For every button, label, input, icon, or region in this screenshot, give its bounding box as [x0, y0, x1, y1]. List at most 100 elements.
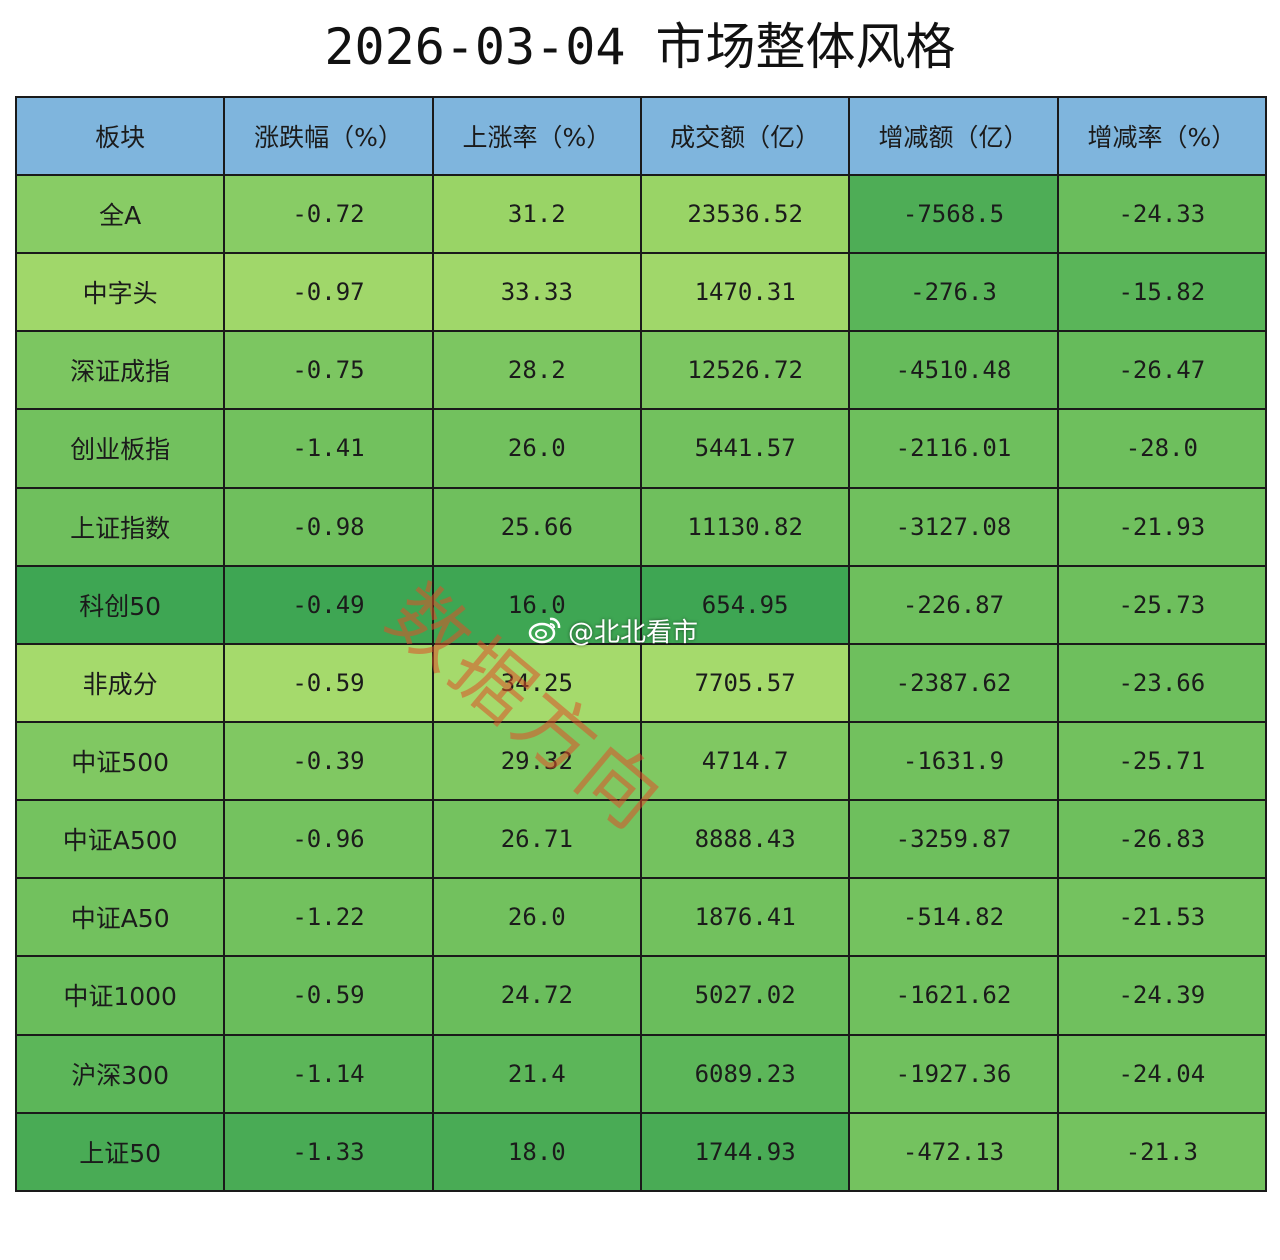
cell-change-pct: -0.75 — [223, 330, 434, 411]
cell-turnover: 1876.41 — [639, 877, 851, 958]
cell-turnover-change-rate: -24.33 — [1056, 173, 1268, 255]
cell-turnover-change-rate: -15.82 — [1056, 252, 1268, 333]
cell-sector: 非成分 — [14, 642, 226, 723]
table-row: 上证指数 -0.98 25.66 11130.82 -3127.08 -21.93 — [14, 486, 1268, 567]
cell-turnover: 5027.02 — [639, 955, 851, 1036]
table-row: 全A -0.72 31.2 23536.52 -7568.5 -24.33 — [14, 173, 1268, 255]
cell-turnover-change: -4510.48 — [848, 330, 1059, 411]
cell-advance-rate: 18.0 — [431, 1111, 642, 1193]
cell-advance-rate: 26.71 — [431, 799, 642, 880]
cell-sector: 中证1000 — [14, 955, 226, 1036]
column-header-change-pct: 涨跌幅（%） — [223, 96, 434, 176]
cell-turnover-change: -7568.5 — [848, 173, 1059, 255]
cell-change-pct: -0.97 — [223, 252, 434, 333]
table-row: 非成分 -0.59 34.25 7705.57 -2387.62 -23.66 — [14, 642, 1268, 723]
table-row: 创业板指 -1.41 26.0 5441.57 -2116.01 -28.0 — [14, 408, 1268, 489]
cell-advance-rate: 21.4 — [431, 1033, 642, 1114]
cell-turnover-change-rate: -25.71 — [1056, 720, 1268, 802]
cell-turnover-change: -1631.9 — [848, 720, 1059, 802]
cell-turnover-change: -1621.62 — [848, 955, 1059, 1036]
cell-advance-rate: 24.72 — [431, 955, 642, 1036]
table-header: 板块 涨跌幅（%） 上涨率（%） 成交额（亿） 增减额（亿） 增减率（%） — [14, 96, 1268, 176]
cell-turnover-change-rate: -26.83 — [1056, 799, 1268, 880]
cell-turnover-change-rate: -24.39 — [1056, 955, 1268, 1036]
column-header-turnover: 成交额（亿） — [639, 96, 851, 176]
cell-sector: 中证500 — [14, 720, 226, 802]
cell-sector: 沪深300 — [14, 1033, 226, 1114]
cell-turnover-change: -1927.36 — [848, 1033, 1059, 1114]
header-row: 板块 涨跌幅（%） 上涨率（%） 成交额（亿） 增减额（亿） 增减率（%） — [14, 96, 1268, 176]
cell-turnover-change-rate: -21.3 — [1056, 1111, 1268, 1193]
table-row: 上证50 -1.33 18.0 1744.93 -472.13 -21.3 — [14, 1111, 1268, 1193]
cell-change-pct: -0.72 — [223, 173, 434, 255]
cell-sector: 上证指数 — [14, 486, 226, 567]
cell-change-pct: -0.49 — [223, 564, 434, 645]
cell-sector: 上证50 — [14, 1111, 226, 1193]
cell-turnover-change: -226.87 — [848, 564, 1059, 645]
column-header-advance-rate: 上涨率（%） — [431, 96, 642, 176]
cell-turnover: 1470.31 — [639, 252, 851, 333]
column-header-turnover-change-rate: 增减率（%） — [1056, 96, 1268, 176]
cell-advance-rate: 29.32 — [431, 720, 642, 802]
cell-sector: 科创50 — [14, 564, 226, 645]
cell-turnover-change: -3259.87 — [848, 799, 1059, 880]
cell-turnover: 8888.43 — [639, 799, 851, 880]
cell-change-pct: -1.14 — [223, 1033, 434, 1114]
cell-change-pct: -0.39 — [223, 720, 434, 802]
cell-advance-rate: 26.0 — [431, 408, 642, 489]
cell-turnover: 4714.7 — [639, 720, 851, 802]
cell-change-pct: -1.22 — [223, 877, 434, 958]
cell-change-pct: -1.33 — [223, 1111, 434, 1193]
cell-advance-rate: 25.66 — [431, 486, 642, 567]
cell-advance-rate: 16.0 — [431, 564, 642, 645]
cell-turnover-change: -472.13 — [848, 1111, 1059, 1193]
market-style-table: 板块 涨跌幅（%） 上涨率（%） 成交额（亿） 增减额（亿） 增减率（%） 全A… — [14, 96, 1268, 1193]
cell-sector: 创业板指 — [14, 408, 226, 489]
table-body: 全A -0.72 31.2 23536.52 -7568.5 -24.33 中字头 -0.97… — [14, 173, 1268, 1193]
table-row: 中证A50 -1.22 26.0 1876.41 -514.82 -21.53 — [14, 877, 1268, 958]
page-title: 2026-03-04 市场整体风格 — [324, 18, 956, 76]
cell-turnover-change: -2387.62 — [848, 642, 1059, 723]
cell-turnover: 654.95 — [639, 564, 851, 645]
cell-turnover-change-rate: -21.93 — [1056, 486, 1268, 567]
cell-turnover-change: -276.3 — [848, 252, 1059, 333]
cell-advance-rate: 31.2 — [431, 173, 642, 255]
table-row: 沪深300 -1.14 21.4 6089.23 -1927.36 -24.04 — [14, 1033, 1268, 1114]
cell-turnover: 5441.57 — [639, 408, 851, 489]
table-row: 中证500 -0.39 29.32 4714.7 -1631.9 -25.71 — [14, 720, 1268, 802]
cell-sector: 中证A500 — [14, 799, 226, 880]
cell-sector: 全A — [14, 173, 226, 255]
cell-change-pct: -1.41 — [223, 408, 434, 489]
cell-turnover: 6089.23 — [639, 1033, 851, 1114]
cell-turnover-change-rate: -23.66 — [1056, 642, 1268, 723]
cell-change-pct: -0.96 — [223, 799, 434, 880]
table-row: 科创50 -0.49 16.0 654.95 -226.87 -25.73 — [14, 564, 1268, 645]
cell-turnover-change-rate: -26.47 — [1056, 330, 1268, 411]
cell-sector: 深证成指 — [14, 330, 226, 411]
table-row: 中证1000 -0.59 24.72 5027.02 -1621.62 -24.39 — [14, 955, 1268, 1036]
cell-change-pct: -0.59 — [223, 642, 434, 723]
table-row: 中字头 -0.97 33.33 1470.31 -276.3 -15.82 — [14, 252, 1268, 333]
cell-change-pct: -0.59 — [223, 955, 434, 1036]
cell-change-pct: -0.98 — [223, 486, 434, 567]
cell-turnover-change-rate: -24.04 — [1056, 1033, 1268, 1114]
cell-advance-rate: 33.33 — [431, 252, 642, 333]
cell-turnover-change: -2116.01 — [848, 408, 1059, 489]
cell-turnover: 7705.57 — [639, 642, 851, 723]
table-row: 深证成指 -0.75 28.2 12526.72 -4510.48 -26.47 — [14, 330, 1268, 411]
cell-sector: 中证A50 — [14, 877, 226, 958]
table-row: 中证A500 -0.96 26.71 8888.43 -3259.87 -26.83 — [14, 799, 1268, 880]
cell-turnover: 12526.72 — [639, 330, 851, 411]
cell-turnover: 1744.93 — [639, 1111, 851, 1193]
cell-turnover: 11130.82 — [639, 486, 851, 567]
cell-advance-rate: 34.25 — [431, 642, 642, 723]
cell-advance-rate: 26.0 — [431, 877, 642, 958]
cell-advance-rate: 28.2 — [431, 330, 642, 411]
cell-turnover-change: -514.82 — [848, 877, 1059, 958]
cell-sector: 中字头 — [14, 252, 226, 333]
column-header-sector: 板块 — [14, 96, 226, 176]
cell-turnover: 23536.52 — [639, 173, 851, 255]
cell-turnover-change: -3127.08 — [848, 486, 1059, 567]
column-header-turnover-change: 增减额（亿） — [848, 96, 1059, 176]
cell-turnover-change-rate: -25.73 — [1056, 564, 1268, 645]
